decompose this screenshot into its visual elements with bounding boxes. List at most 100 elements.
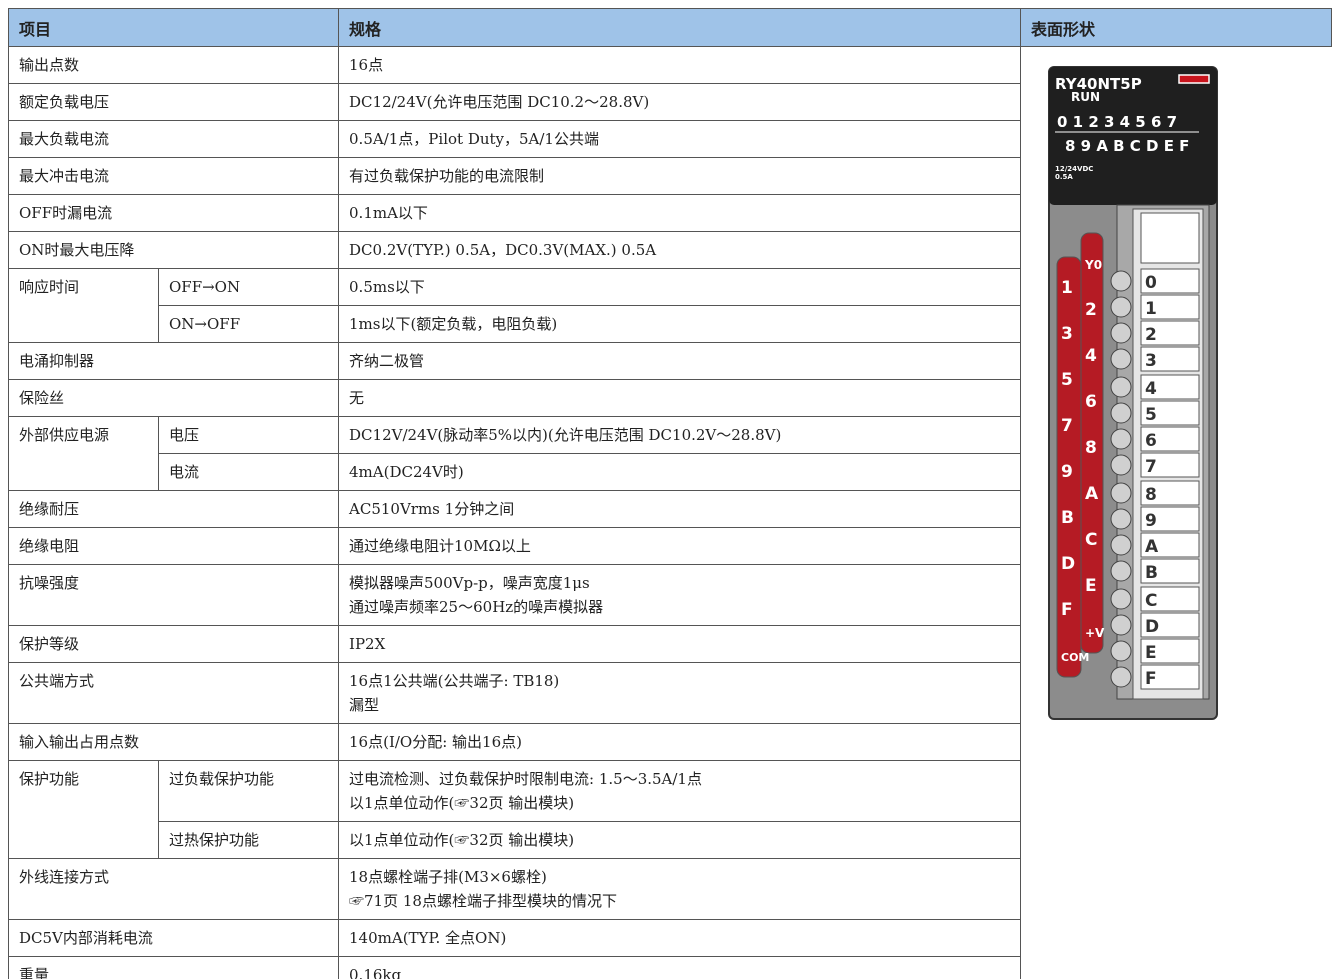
item-cell: 最大负载电流 [7,120,340,158]
label-blank [1140,212,1200,264]
terminal-label-box [1140,452,1200,478]
left-terminal-label: F [1061,600,1073,620]
spec-line: 漏型 [349,696,380,714]
item-cell: 最大冲击电流 [7,157,340,195]
right-strip [1080,232,1104,654]
run-label: RUN [1071,90,1100,104]
table-row: ON→OFF 1ms以下(额定负载，电阻负载) [9,305,1332,343]
screw [1110,508,1132,530]
spec-line: AC510Vrms 1分钟之间 [349,500,515,518]
spec-cell: 140mA(TYP. 全点ON) [338,919,1022,957]
spec-cell: 过电流检测、过负载保护时限制电流: 1.5～3.5A/1点 以1点单位动作(☞32… [338,760,1022,822]
table-row: 外线连接方式 18点螺栓端子排(M3×6螺栓) ☞71页 18点螺栓端子排型模块的情… [7,858,1332,920]
table-row: 公共端方式 16点1公共端(公共端子: TB18) 漏型 [7,662,1332,724]
spec-line: 16点1公共端(公共端子: TB18) [349,672,560,690]
spec-line: ☞71页 18点螺栓端子排型模块的情况下 [349,892,617,910]
spec-line: 模拟器噪声500Vp-p，噪声宽度1μs [349,574,590,592]
led [1178,74,1210,84]
right-terminal-label: A [1085,484,1099,504]
right-terminal-label: Y0 [1084,258,1102,272]
item-cell: ON时最大电压降 [7,231,340,269]
subitem-cell: 电流 [157,453,340,491]
screw [1110,296,1132,318]
table-row: 最大冲击电流 有过负载保护功能的电流限制 [7,157,1332,195]
item-cell: 电涌抑制器 [7,342,340,380]
table-row: ON时最大电压降 DC0.2V(TYP.) 0.5A，DC0.3V(MAX.) 0… [7,231,1332,269]
item-cell: 绝缘电阻 [7,527,340,565]
rating: 12/24VDC [1055,165,1093,173]
spec-line: 齐纳二极管 [349,352,425,370]
terminal-label: 4 [1145,379,1157,399]
spec-line: 以1点单位动作(☞32页 输出模块) [349,831,575,849]
spec-cell: 通过绝缘电阻计10MΩ以上 [338,527,1022,565]
terminal-label: 5 [1145,405,1157,425]
table-row: 外部供应电源 电压 DC12V/24V(脉动率5%以内)(允许电压范围 DC10.2… [8,416,1332,491]
spec-cell: 0.1mA以下 [338,194,1022,232]
table-row: 保护功能 过负载保护功能 过电流检测、过负载保护时限制电流: 1.5～3.5A/1点… [8,760,1332,859]
terminal-label-box [1140,346,1200,372]
model-name: RY40NT5P [1055,75,1142,93]
subitem-cell: ON→OFF [157,305,340,343]
left-terminal-label: D [1061,554,1075,574]
spec-line: 过电流检测、过负载保护时限制电流: 1.5～3.5A/1点 [349,770,702,788]
terminal-label: 6 [1145,431,1157,451]
table-row: 绝缘电阻 通过绝缘电阻计10MΩ以上 [7,527,1332,565]
header-row: 项目 规格 表面形状 [7,8,1332,47]
spec-line: 有过负载保护功能的电流限制 [349,167,545,185]
screw [1110,534,1132,556]
terminal-label-box [1140,480,1200,506]
table-row: 保险丝无 [7,379,1332,417]
spec-cell: DC12V/24V(脉动率5%以内)(允许电压范围 DC10.2V～28.8V) [338,416,1022,454]
subitem-cell: 过负载保护功能 [157,760,340,822]
left-terminal-label: 3 [1061,324,1073,344]
spec-cell: 以1点单位动作(☞32页 输出模块) [338,821,1022,859]
terminal-label-box [1140,426,1200,452]
spec-line: 4mA(DC24V时) [349,463,464,481]
spec-cell: 4mA(DC24V时) [338,453,1022,491]
terminal-label: D [1145,617,1159,637]
spec-line: 0.5A/1点，Pilot Duty，5A/1公共端 [349,130,599,148]
terminal-label: 0 [1145,273,1157,293]
screw [1110,270,1132,292]
screw [1110,322,1132,344]
table-row: 过热保护功能 以1点单位动作(☞32页 输出模块) [9,821,1332,859]
screw [1110,376,1132,398]
screw [1110,640,1132,662]
item-cell: 外部供应电源 [8,416,159,491]
table-row: 最大负载电流 0.5A/1点，Pilot Duty，5A/1公共端 [7,120,1332,158]
item-cell: 公共端方式 [7,662,340,724]
spec-line: DC12/24V(允许电压范围 DC10.2～28.8V) [349,93,650,111]
spec-line: 18点螺栓端子排(M3×6螺栓) [349,868,547,886]
right-terminal-label: C [1085,530,1097,550]
terminal-label: C [1145,591,1157,611]
spec-line: 通过绝缘电阻计10MΩ以上 [349,537,531,555]
right-terminal-label: 8 [1085,438,1097,458]
screw [1110,402,1132,424]
item-cell: 抗噪强度 [7,564,340,626]
spec-cell: DC0.2V(TYP.) 0.5A，DC0.3V(MAX.) 0.5A [338,231,1022,269]
spec-line: 0.1mA以下 [349,204,428,222]
terminal-label: 9 [1145,511,1157,531]
terminal-label: E [1145,643,1157,663]
terminal-label-box [1140,268,1200,294]
spec-line: 以1点单位动作(☞32页 输出模块) [349,794,575,812]
table-row: 额定负载电压 DC12/24V(允许电压范围 DC10.2～28.8V) [7,83,1332,121]
terminal-label-box [1140,612,1200,638]
subitem-cell: OFF→ON [157,268,340,306]
header-item: 项目 [7,8,340,47]
left-terminal-label: 9 [1061,462,1073,482]
item-cell: OFF时漏电流 [7,194,340,232]
spec-cell: AC510Vrms 1分钟之间 [338,490,1022,528]
terminal-label-box [1140,506,1200,532]
spec-line: 16点 [349,56,384,74]
spec-cell: 0.5ms以下 [338,268,1022,306]
terminal-label: 1 [1145,299,1157,319]
spec-cell: 1ms以下(额定负载，电阻负载) [338,305,1022,343]
screw [1110,560,1132,582]
item-cell: 响应时间 [8,268,159,343]
terminal-label: 2 [1145,325,1157,345]
screw [1110,454,1132,476]
